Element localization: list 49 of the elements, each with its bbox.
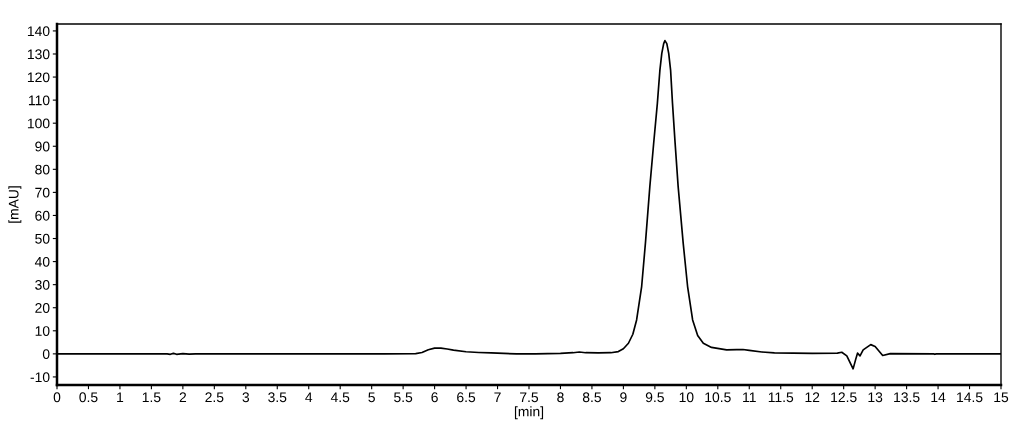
x-tick-label: 14.5 bbox=[957, 392, 983, 403]
x-tick-label: 5 bbox=[368, 392, 375, 403]
x-tick-label: 0.5 bbox=[79, 392, 98, 403]
y-axis-title: [mAU] bbox=[8, 186, 22, 223]
y-tick-label: 70 bbox=[35, 187, 50, 198]
x-tick-label: 11.5 bbox=[768, 392, 794, 403]
x-tick-label: 15 bbox=[994, 392, 1009, 403]
x-tick-label: 6 bbox=[431, 392, 438, 403]
x-tick-label: 1.5 bbox=[142, 392, 161, 403]
y-tick-label: 50 bbox=[35, 233, 50, 244]
x-tick-label: 14 bbox=[931, 392, 946, 403]
x-tick-label: 13 bbox=[868, 392, 883, 403]
x-tick-label: 3.5 bbox=[268, 392, 287, 403]
x-tick-label: 12.5 bbox=[831, 392, 857, 403]
y-tick-label: 120 bbox=[27, 72, 50, 83]
x-tick-label: 11 bbox=[743, 392, 756, 403]
y-tick-label: 140 bbox=[27, 26, 50, 37]
x-tick-label: 9 bbox=[620, 392, 627, 403]
x-tick-label: 6.5 bbox=[457, 392, 476, 403]
x-axis-title: [min] bbox=[514, 406, 544, 420]
x-tick-label: 10.5 bbox=[705, 392, 731, 403]
x-tick-label: 8 bbox=[557, 392, 564, 403]
y-tick-label: 130 bbox=[27, 49, 50, 60]
y-tick-label: 20 bbox=[35, 303, 50, 313]
y-tick-label: 30 bbox=[35, 279, 50, 290]
x-tick-label: 1 bbox=[117, 392, 124, 403]
x-tick-label: 2 bbox=[179, 392, 187, 403]
x-tick-label: 9.5 bbox=[645, 392, 664, 403]
y-tick-label: 60 bbox=[35, 210, 50, 221]
x-tick-label: 13.5 bbox=[894, 392, 920, 403]
y-tick-label: 40 bbox=[34, 256, 50, 267]
y-tick-label: 80 bbox=[35, 164, 50, 175]
x-tick-label: 7.5 bbox=[520, 392, 539, 403]
x-tick-label: 4.5 bbox=[330, 392, 350, 403]
y-tick-label: 100 bbox=[27, 118, 50, 129]
x-tick-label: 2.5 bbox=[205, 392, 224, 403]
x-tick-label: 0 bbox=[53, 392, 61, 403]
y-tick-label: 90 bbox=[35, 141, 50, 152]
x-tick-label: 3 bbox=[242, 392, 250, 403]
y-tick-label: -10 bbox=[30, 372, 50, 383]
x-tick-label: 8.5 bbox=[582, 392, 602, 403]
y-tick-label: 110 bbox=[28, 95, 50, 106]
y-tick-label: 0 bbox=[42, 349, 50, 360]
x-tick-label: 4 bbox=[305, 392, 313, 403]
x-tick-label: 10 bbox=[679, 392, 694, 403]
x-tick-label: 7 bbox=[494, 392, 501, 403]
x-tick-label: 5.5 bbox=[394, 392, 413, 403]
y-tick-label: 10 bbox=[35, 326, 50, 336]
x-tick-label: 12 bbox=[805, 392, 820, 403]
